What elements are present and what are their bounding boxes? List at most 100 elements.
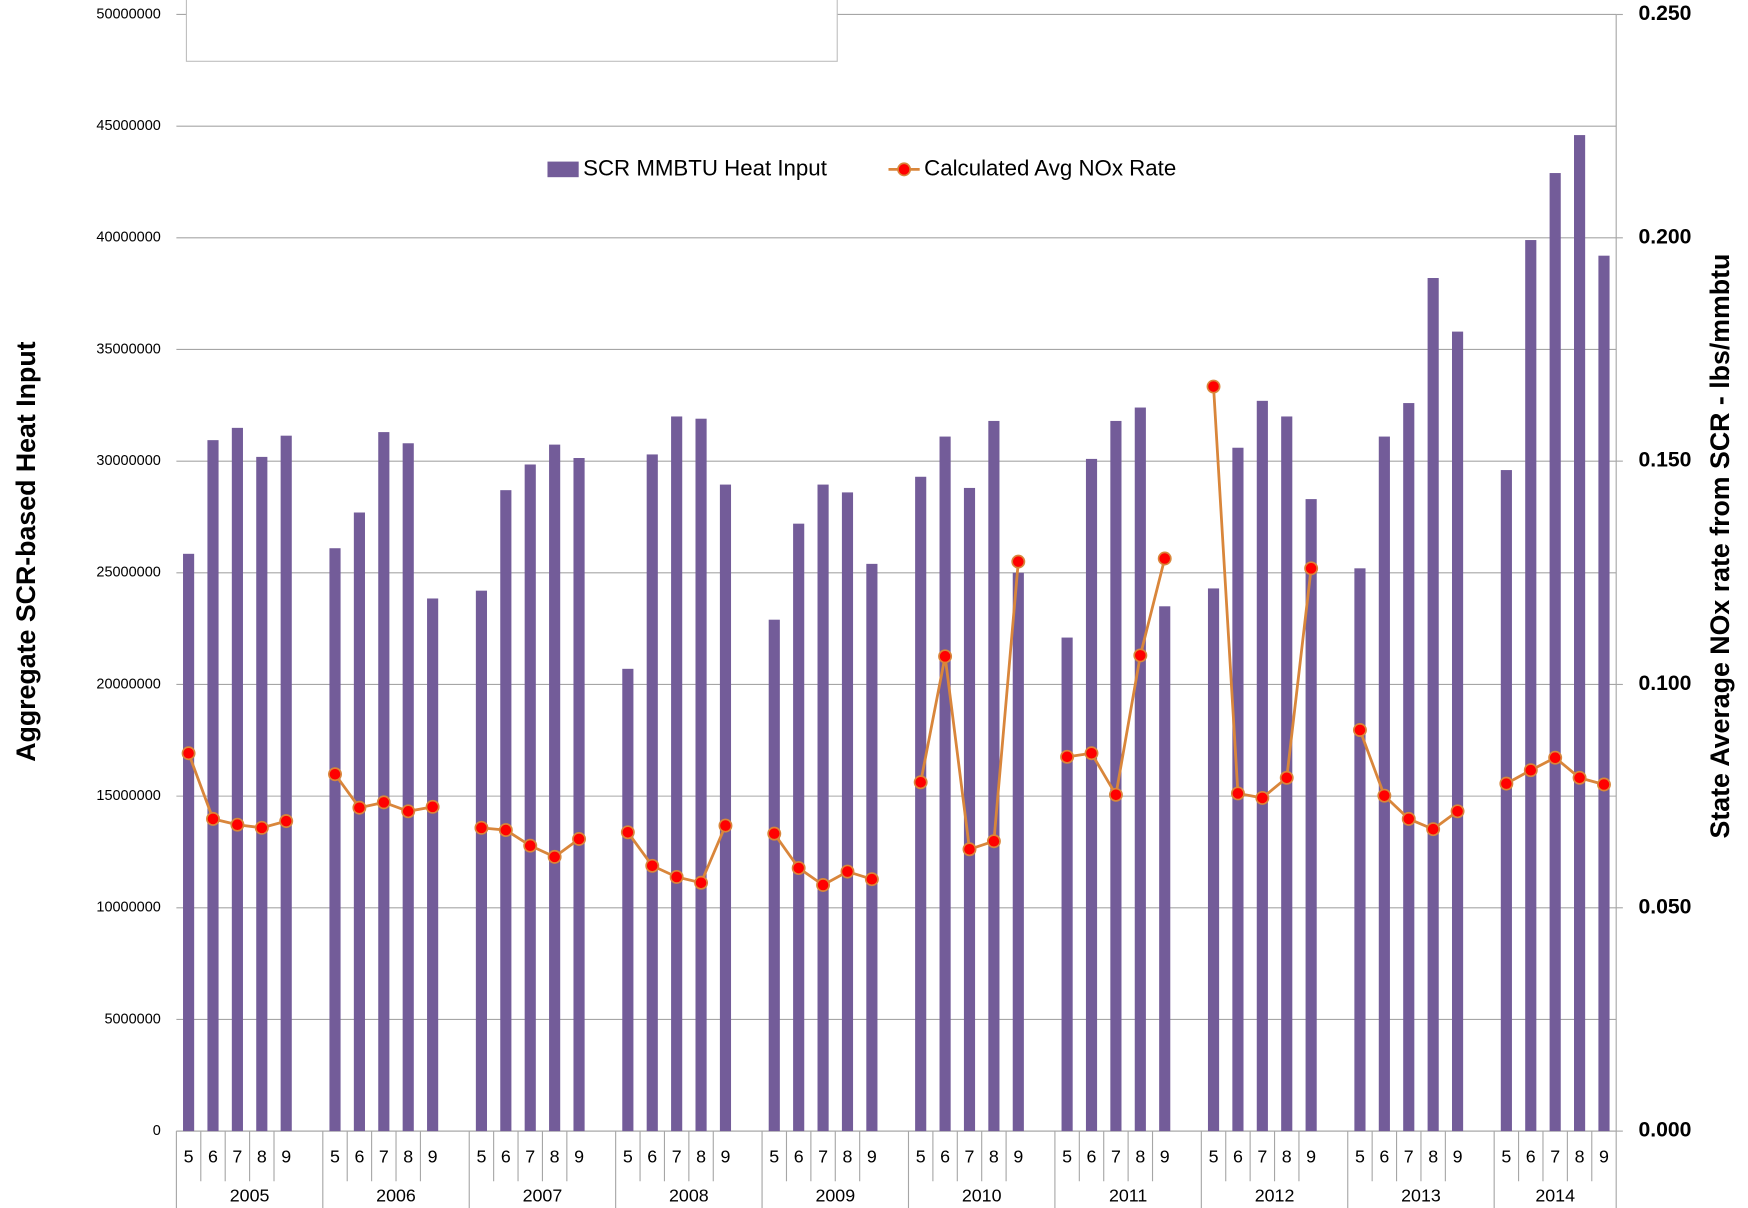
line-marker bbox=[523, 838, 538, 853]
x-group-label: 2014 bbox=[1535, 1186, 1575, 1206]
x-tick-label: 8 bbox=[257, 1147, 267, 1167]
line-marker bbox=[376, 795, 391, 810]
bar bbox=[256, 456, 268, 1132]
bar bbox=[841, 492, 854, 1132]
x-group-label: 2012 bbox=[1255, 1186, 1295, 1206]
x-group-label: 2010 bbox=[962, 1186, 1002, 1206]
y-tick-label: 20000000 bbox=[96, 676, 160, 692]
x-tick-label: 8 bbox=[696, 1147, 706, 1167]
x-tick-label: 6 bbox=[501, 1147, 511, 1167]
bar bbox=[378, 432, 390, 1132]
line-marker bbox=[938, 649, 953, 664]
bar bbox=[1061, 637, 1073, 1132]
bar bbox=[915, 476, 927, 1132]
line-marker bbox=[206, 811, 220, 826]
line-marker bbox=[694, 875, 709, 890]
x-tick-label: 9 bbox=[1160, 1147, 1170, 1167]
x-group-label: 2008 bbox=[669, 1186, 709, 1206]
x-tick-label: 6 bbox=[354, 1147, 364, 1167]
x-tick-label: 7 bbox=[1550, 1147, 1560, 1167]
line-marker bbox=[962, 842, 977, 857]
bar bbox=[207, 440, 219, 1132]
x-group-label: 2009 bbox=[815, 1186, 855, 1206]
y-tick-label: 5000000 bbox=[104, 1011, 160, 1027]
line-marker bbox=[425, 799, 440, 814]
bar bbox=[427, 598, 439, 1132]
x-tick-label: 8 bbox=[1575, 1147, 1585, 1167]
x-tick-label: 8 bbox=[989, 1147, 999, 1167]
x-tick-label: 9 bbox=[281, 1147, 291, 1167]
line-marker bbox=[401, 804, 416, 819]
x-tick-label: 5 bbox=[184, 1147, 194, 1167]
bar bbox=[988, 420, 1000, 1132]
line-marker bbox=[791, 861, 806, 875]
x-tick-label: 5 bbox=[476, 1147, 486, 1167]
bar bbox=[671, 416, 683, 1132]
line-marker bbox=[1279, 770, 1294, 785]
y-tick-label: 35000000 bbox=[96, 341, 160, 357]
x-tick-label: 8 bbox=[843, 1147, 853, 1167]
line-marker bbox=[1426, 822, 1441, 837]
line-marker bbox=[1572, 770, 1587, 785]
x-tick-label: 5 bbox=[916, 1147, 926, 1167]
x-tick-label: 9 bbox=[1013, 1147, 1023, 1167]
bar bbox=[1256, 400, 1268, 1132]
line-marker bbox=[1108, 787, 1123, 802]
y-tick-label: 25000000 bbox=[96, 565, 160, 581]
x-tick-label: 9 bbox=[1306, 1147, 1316, 1167]
line-marker bbox=[254, 820, 269, 835]
line-marker bbox=[181, 746, 196, 761]
bar bbox=[719, 484, 732, 1132]
bar bbox=[695, 418, 707, 1132]
line-marker bbox=[498, 823, 513, 838]
x-tick-label: 5 bbox=[1501, 1147, 1511, 1167]
bar bbox=[500, 490, 512, 1132]
line-marker bbox=[816, 878, 831, 892]
x-tick-label: 5 bbox=[330, 1147, 340, 1167]
x-tick-label: 7 bbox=[818, 1147, 828, 1167]
bar bbox=[549, 444, 561, 1132]
line-marker bbox=[547, 849, 562, 864]
x-tick-label: 8 bbox=[1135, 1147, 1145, 1167]
x-tick-label: 7 bbox=[965, 1147, 975, 1167]
line-marker bbox=[864, 872, 879, 887]
x-tick-label: 8 bbox=[1428, 1147, 1438, 1167]
line-marker bbox=[1230, 786, 1245, 801]
bar bbox=[1451, 331, 1464, 1132]
y-tick-label: 15000000 bbox=[96, 788, 160, 804]
text-box bbox=[185, 0, 838, 62]
y2-axis-title: State Average NOx rate from SCR - lbs/mm… bbox=[1705, 254, 1735, 839]
legend-label: Calculated Avg NOx Rate bbox=[924, 155, 1176, 180]
x-tick-label: 5 bbox=[1062, 1147, 1072, 1167]
y-tick-label: 30000000 bbox=[96, 453, 160, 469]
line-marker bbox=[230, 817, 245, 832]
bar bbox=[1598, 255, 1610, 1132]
x-tick-label: 7 bbox=[672, 1147, 682, 1167]
bar bbox=[1085, 458, 1098, 1132]
x-group-label: 2006 bbox=[376, 1186, 416, 1206]
bar bbox=[622, 668, 634, 1132]
bar bbox=[1549, 173, 1561, 1132]
x-tick-label: 6 bbox=[647, 1147, 657, 1167]
line-marker bbox=[1597, 777, 1611, 792]
y-tick-label: 40000000 bbox=[96, 230, 160, 246]
line-marker bbox=[1352, 723, 1367, 737]
x-tick-label: 7 bbox=[379, 1147, 389, 1167]
bar bbox=[329, 548, 341, 1132]
line-marker bbox=[913, 775, 928, 790]
x-tick-label: 6 bbox=[1526, 1147, 1536, 1167]
x-tick-label: 6 bbox=[1087, 1147, 1097, 1167]
x-tick-label: 5 bbox=[769, 1147, 779, 1167]
x-group-label: 2013 bbox=[1401, 1186, 1441, 1206]
x-tick-label: 6 bbox=[208, 1147, 218, 1167]
bar bbox=[1427, 278, 1439, 1132]
line-marker bbox=[1377, 788, 1392, 803]
bar bbox=[1207, 588, 1220, 1132]
x-tick-label: 9 bbox=[574, 1147, 584, 1167]
x-tick-label: 5 bbox=[1209, 1147, 1219, 1167]
line-marker bbox=[1133, 648, 1148, 663]
line-marker bbox=[474, 820, 489, 835]
legend-swatch bbox=[547, 161, 579, 178]
bar bbox=[1525, 240, 1537, 1132]
